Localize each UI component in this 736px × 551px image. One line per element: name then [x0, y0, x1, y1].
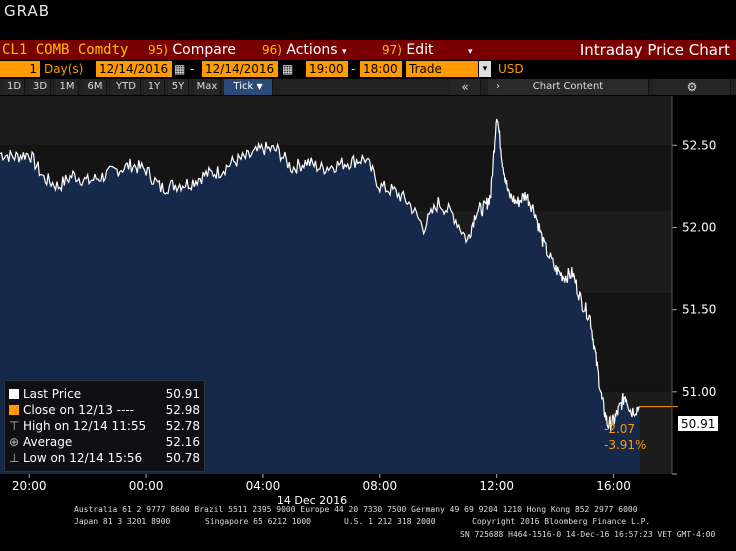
- compare-button[interactable]: 95) Compare: [148, 40, 236, 60]
- chevron-down-icon: ▾: [467, 47, 473, 57]
- start-time-field[interactable]: 19:00: [306, 61, 348, 77]
- x-tick-label: 20:00: [12, 479, 47, 493]
- legend-avg-label: Average: [23, 435, 73, 449]
- footer-japan: Japan 81 3 3201 8900: [74, 517, 171, 526]
- collapse-left-icon[interactable]: «: [450, 79, 481, 95]
- chevron-right-icon: ›: [496, 81, 500, 92]
- legend-high: ⊤ High on 12/14 11:55: [9, 418, 146, 434]
- legend-avg-value: 52.16: [165, 435, 200, 449]
- range-bar: 1D 3D 1M 6M YTD 1Y 5Y Max Tick ▼ « › Cha…: [0, 79, 736, 95]
- legend-last-value: 50.91: [165, 387, 200, 401]
- x-tick-label: 12:00: [479, 479, 514, 493]
- change-abs: -2.07: [604, 422, 635, 436]
- white-square-icon: [9, 389, 19, 399]
- end-time-field[interactable]: 18:00: [360, 61, 402, 77]
- change-pct: -3.91%: [604, 438, 646, 452]
- time-separator: -: [351, 62, 356, 76]
- legend-average: ⊕ Average: [9, 434, 72, 450]
- chart-content-label: Chart Content: [532, 81, 604, 92]
- start-date-field[interactable]: 12/14/2016: [96, 61, 172, 77]
- x-tick-label: 08:00: [363, 479, 398, 493]
- legend-last-label: Last Price: [23, 387, 82, 401]
- price-line: [0, 118, 641, 431]
- legend-low-label: Low on 12/14 15:56: [23, 451, 143, 465]
- chart-content-button[interactable]: › Chart Content: [488, 79, 649, 95]
- interval-label: Tick: [233, 81, 254, 92]
- range-button-ytd[interactable]: YTD: [112, 79, 141, 95]
- command-toolbar: CL1 COMB Comdty 95) Compare 96) Actions …: [0, 40, 736, 60]
- chevron-down-icon[interactable]: ▾: [479, 61, 491, 77]
- chart-legend: Last Price 50.91 Close on 12/13 ---- 52.…: [4, 380, 205, 472]
- x-axis-strip: [0, 474, 736, 504]
- currency-label: USD: [498, 62, 524, 76]
- gear-icon[interactable]: ⚙: [654, 79, 731, 95]
- background-band: [0, 96, 672, 146]
- last-price-tag-bg: [678, 416, 718, 431]
- footer-us: U.S. 1 212 318 2000: [344, 517, 436, 526]
- parameter-bar: 1 Day(s) 12/14/2016 ▦ - 12/14/2016 ▦ 19:…: [0, 61, 736, 78]
- legend-high-value: 52.78: [165, 419, 200, 433]
- range-button-1m[interactable]: 1M: [56, 79, 79, 95]
- y-tick-label: 52.50: [682, 138, 716, 152]
- chevron-down-icon: ▾: [342, 47, 347, 57]
- footer-copyright: Copyright 2016 Bloomberg Finance L.P.: [472, 517, 651, 526]
- compare-label: Compare: [172, 42, 236, 58]
- low-marker-icon: ⊥: [9, 451, 20, 465]
- range-button-5y[interactable]: 5Y: [168, 79, 189, 95]
- date-separator: -: [190, 62, 195, 76]
- chevron-down-icon: ▼: [256, 82, 263, 91]
- range-button-1d[interactable]: 1D: [4, 79, 25, 95]
- y-axis-ticks: 51.00 51.50 52.00 52.50: [671, 96, 716, 475]
- y-tick-label: 51.50: [682, 303, 716, 317]
- calendar-icon[interactable]: ▦: [174, 62, 186, 76]
- range-button-1y[interactable]: 1Y: [144, 79, 165, 95]
- footer-singapore: Singapore 65 6212 1000: [205, 517, 311, 526]
- legend-close-value: 52.98: [165, 403, 200, 417]
- legend-close: Close on 12/13 ----: [9, 402, 134, 418]
- actions-button[interactable]: 96) Actions ▾: [262, 40, 347, 60]
- y-tick-label: 52.00: [682, 220, 716, 234]
- interval-select[interactable]: Tick ▼: [224, 79, 273, 95]
- range-button-max[interactable]: Max: [194, 79, 221, 95]
- average-marker-icon: ⊕: [9, 435, 20, 449]
- legend-high-label: High on 12/14 11:55: [23, 419, 147, 433]
- legend-low: ⊥ Low on 12/14 15:56: [9, 450, 142, 466]
- orange-square-icon: [9, 405, 19, 415]
- last-price-tag: 50.91: [681, 417, 715, 431]
- x-tick-label: 04:00: [246, 479, 281, 493]
- actions-label: Actions: [286, 42, 338, 58]
- event-select[interactable]: Trade: [406, 61, 478, 77]
- legend-last-price: Last Price: [9, 386, 81, 402]
- footer-line-1: Australia 61 2 9777 8600 Brazil 5511 239…: [74, 505, 638, 514]
- legend-close-label: Close on 12/13 ----: [23, 403, 134, 417]
- x-tick-label: 00:00: [129, 479, 164, 493]
- period-unit: Day(s): [44, 62, 84, 76]
- y-tick-label: 51.00: [682, 385, 716, 399]
- high-marker-icon: ⊤: [9, 419, 20, 433]
- footer-session-line: SN 725688 H464-1516-0 14-Dec-16 16:57:23…: [460, 530, 716, 539]
- end-date-field[interactable]: 12/14/2016: [202, 61, 278, 77]
- date-label: 14 Dec 2016: [277, 494, 347, 505]
- range-button-3d[interactable]: 3D: [30, 79, 51, 95]
- compare-number: 95): [148, 43, 168, 57]
- actions-number: 96): [262, 43, 282, 57]
- period-count-field[interactable]: 1: [0, 61, 40, 77]
- calendar-icon[interactable]: ▦: [282, 62, 294, 76]
- legend-low-value: 50.78: [165, 451, 200, 465]
- chart-title: Intraday Price Chart: [579, 41, 730, 59]
- window-title: GRAB: [4, 2, 50, 20]
- x-axis-ticks: 20:00 00:00 04:00 08:00 12:00 16:00: [12, 474, 631, 493]
- edit-button[interactable]: 97) Edit ▾: [382, 40, 473, 60]
- security-ticker[interactable]: CL1 COMB Comdty: [2, 42, 129, 58]
- range-button-6m[interactable]: 6M: [84, 79, 107, 95]
- edit-number: 97): [382, 43, 402, 57]
- edit-label: Edit: [406, 42, 434, 58]
- x-tick-label: 16:00: [596, 479, 631, 493]
